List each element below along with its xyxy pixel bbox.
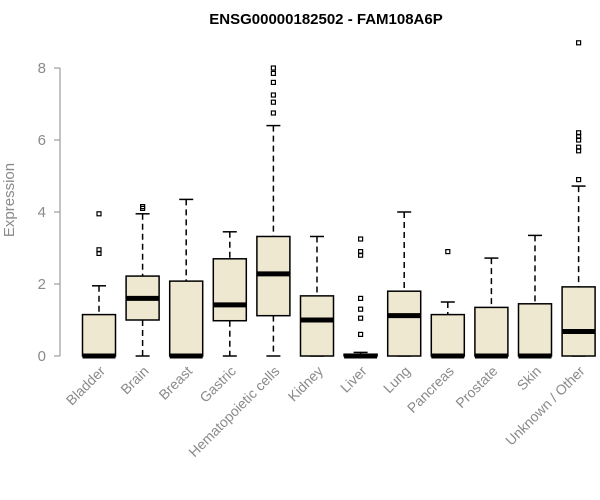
box-group: [212, 231, 248, 357]
x-tick-label: Bladder: [63, 363, 109, 409]
x-tick-label: Breast: [155, 363, 195, 403]
outlier-point: [575, 177, 582, 183]
outlier-point: [445, 249, 451, 255]
outlier-point: [270, 70, 276, 77]
box-group: [430, 249, 466, 359]
outlier-point: [96, 247, 102, 253]
y-axis: 0 2 4 6 8: [38, 60, 61, 365]
outlier-point: [270, 92, 276, 98]
outlier-point: [358, 306, 364, 312]
x-tick-label: Pancreas: [404, 363, 457, 416]
box-group: [343, 236, 378, 359]
outlier-point: [270, 99, 276, 105]
box-group: [386, 211, 422, 357]
x-tick-label: Kidney: [285, 363, 327, 405]
plot-area: [81, 40, 596, 359]
x-tick-label: Liver: [337, 363, 370, 396]
outlier-point: [575, 40, 582, 46]
chart-title: ENSG00000182502 - FAM108A6P: [209, 11, 442, 28]
box-group: [256, 65, 291, 357]
box-group: [517, 234, 553, 359]
box: [299, 295, 335, 357]
outlier-point: [358, 315, 364, 321]
x-tick-label: Brain: [117, 363, 151, 397]
outlier-point: [270, 65, 276, 71]
y-tick-label: 2: [38, 276, 46, 293]
box-group: [299, 235, 335, 357]
box: [168, 280, 204, 357]
box-group: [168, 198, 204, 359]
box: [561, 286, 596, 357]
outlier-point: [358, 236, 364, 242]
outlier-point: [270, 79, 276, 86]
y-tick-label: 6: [38, 132, 46, 149]
box-group: [561, 40, 596, 357]
box: [212, 258, 248, 322]
outlier-point: [96, 211, 102, 217]
box: [386, 290, 422, 357]
x-tick-label: Lung: [380, 363, 413, 396]
x-tick-label: Gastric: [196, 363, 239, 406]
y-tick-label: 4: [38, 204, 46, 221]
box: [474, 306, 509, 357]
box: [81, 313, 117, 357]
y-axis-label: Expression: [1, 163, 18, 237]
y-tick-label: 8: [38, 60, 46, 77]
box: [430, 313, 466, 357]
box: [517, 303, 553, 357]
outlier-point: [358, 331, 364, 337]
x-tick-label: Prostate: [452, 363, 500, 411]
box-group: [81, 211, 117, 359]
outlier-point: [270, 110, 276, 116]
box-group: [125, 204, 160, 357]
outlier-point: [575, 144, 582, 150]
y-tick-label: 0: [38, 348, 46, 365]
x-tick-label: Unknown / Other: [502, 363, 588, 449]
box-group: [474, 257, 509, 359]
outlier-point: [575, 130, 582, 136]
x-tick-label: Skin: [514, 363, 545, 394]
outlier-point: [140, 204, 146, 210]
outlier-point: [358, 249, 364, 255]
outlier-point: [358, 295, 364, 301]
